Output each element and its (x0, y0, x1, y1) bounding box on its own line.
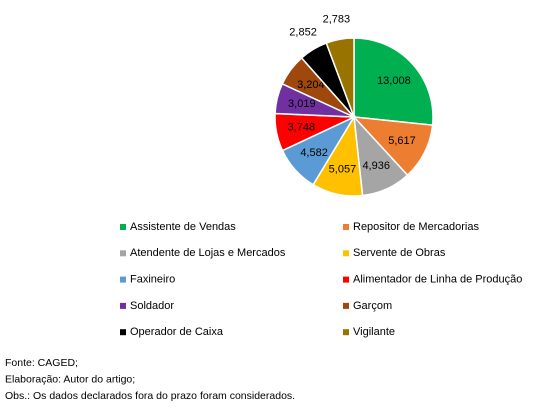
footnote: Obs.: Os dados declarados fora do prazo … (5, 390, 295, 402)
legend-marker (343, 276, 349, 283)
legend-label: Repositor de Mercadorias (353, 221, 479, 233)
legend-label: Alimentador de Linha de Produção (353, 274, 522, 286)
pie-slice (325, 37, 355, 118)
value-label: 2,783 (323, 14, 351, 26)
pie-slice (353, 37, 434, 127)
value-label: 3,019 (288, 98, 316, 110)
legend-label: Soldador (130, 300, 174, 312)
legend-marker (120, 276, 126, 283)
legend-marker (120, 224, 126, 230)
value-label: 3,204 (297, 79, 325, 91)
legend-label: Garçom (353, 300, 392, 312)
legend-label: Atendente de Lojas e Mercados (130, 247, 286, 259)
legend-marker (343, 224, 349, 230)
footnote: Fonte: CAGED; (5, 357, 78, 369)
legend-label: Vigilante (353, 326, 395, 338)
value-label: 4,936 (362, 160, 390, 172)
legend-label: Faxineiro (130, 274, 175, 286)
legend-marker (120, 302, 126, 309)
value-label: 2,852 (289, 26, 317, 38)
value-label: 13,008 (377, 75, 411, 87)
legend-label: Operador de Caixa (130, 326, 224, 338)
value-label: 3,748 (288, 121, 316, 133)
legend-marker (120, 329, 126, 336)
legend-marker (120, 250, 126, 257)
value-label: 5,617 (388, 135, 416, 147)
footnote: Elaboração: Autor do artigo; (5, 373, 135, 385)
legend-marker (343, 250, 349, 257)
value-label: 4,582 (300, 147, 328, 159)
value-label: 5,057 (329, 163, 357, 175)
legend-marker (343, 329, 349, 336)
legend-label: Servente de Obras (353, 247, 446, 259)
legend-marker (343, 302, 349, 309)
legend-label: Assistente de Vendas (130, 221, 236, 233)
